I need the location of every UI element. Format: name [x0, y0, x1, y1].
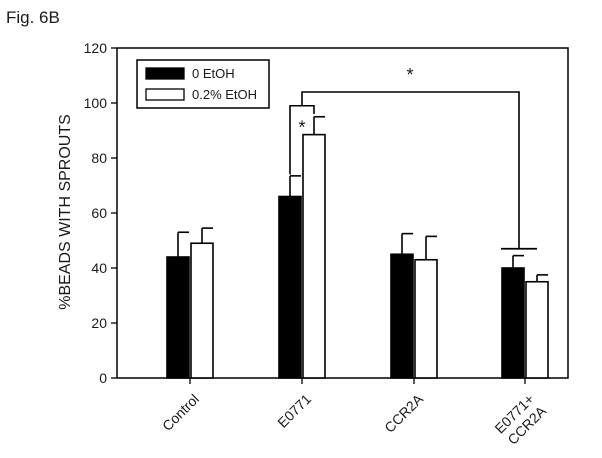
legend-swatch	[145, 67, 185, 80]
x-tick-label-group: E0771	[274, 391, 314, 431]
x-tick-label: CCR2A	[381, 390, 426, 435]
figure-label: Fig. 6B	[6, 8, 60, 27]
y-tick-label: 120	[84, 40, 108, 56]
x-tick-label-group: Control	[159, 391, 202, 434]
bar-etoh-02-0	[190, 242, 214, 379]
bar-etoh-0-2	[390, 253, 414, 379]
legend-label: 0 EtOH	[192, 66, 235, 81]
legend-label: 0.2% EtOH	[192, 87, 257, 102]
x-tick-label-group: CCR2A	[381, 390, 426, 435]
significance-brackets: **	[289, 65, 537, 250]
bar-etoh-02-2	[414, 258, 438, 379]
bar-etoh-0-3	[501, 267, 525, 379]
x-tick-label: Control	[159, 391, 202, 434]
legend-swatch	[145, 88, 185, 101]
y-tick-label: 0	[99, 370, 107, 386]
y-axis-label: %BEADS WITH SPROUTS	[57, 114, 74, 310]
significance-star: *	[298, 117, 305, 137]
bars	[166, 115, 549, 384]
y-tick-label: 80	[91, 150, 107, 166]
bar-etoh-0-0	[166, 256, 190, 379]
y-axis-ticks: 0 20 40 60 80 100 120	[84, 40, 117, 386]
y-tick-label: 20	[91, 315, 107, 331]
bar-etoh-02-3	[525, 280, 549, 379]
y-tick-label: 40	[91, 260, 107, 276]
bar-etoh-02-1	[302, 133, 326, 379]
x-tick-label: E0771	[274, 391, 314, 431]
legend: 0 EtOH 0.2% EtOH	[136, 59, 270, 109]
bar-etoh-0-1	[278, 195, 302, 379]
x-axis-labels: Control E0771 CCR2A E0771+CCR2A	[159, 390, 550, 448]
y-tick-label: 60	[91, 205, 107, 221]
bracket-e0771-vs-combo	[301, 91, 520, 249]
x-tick-label-group: E0771+CCR2A	[491, 391, 549, 448]
y-tick-label: 100	[84, 95, 108, 111]
significance-star: *	[406, 65, 413, 85]
